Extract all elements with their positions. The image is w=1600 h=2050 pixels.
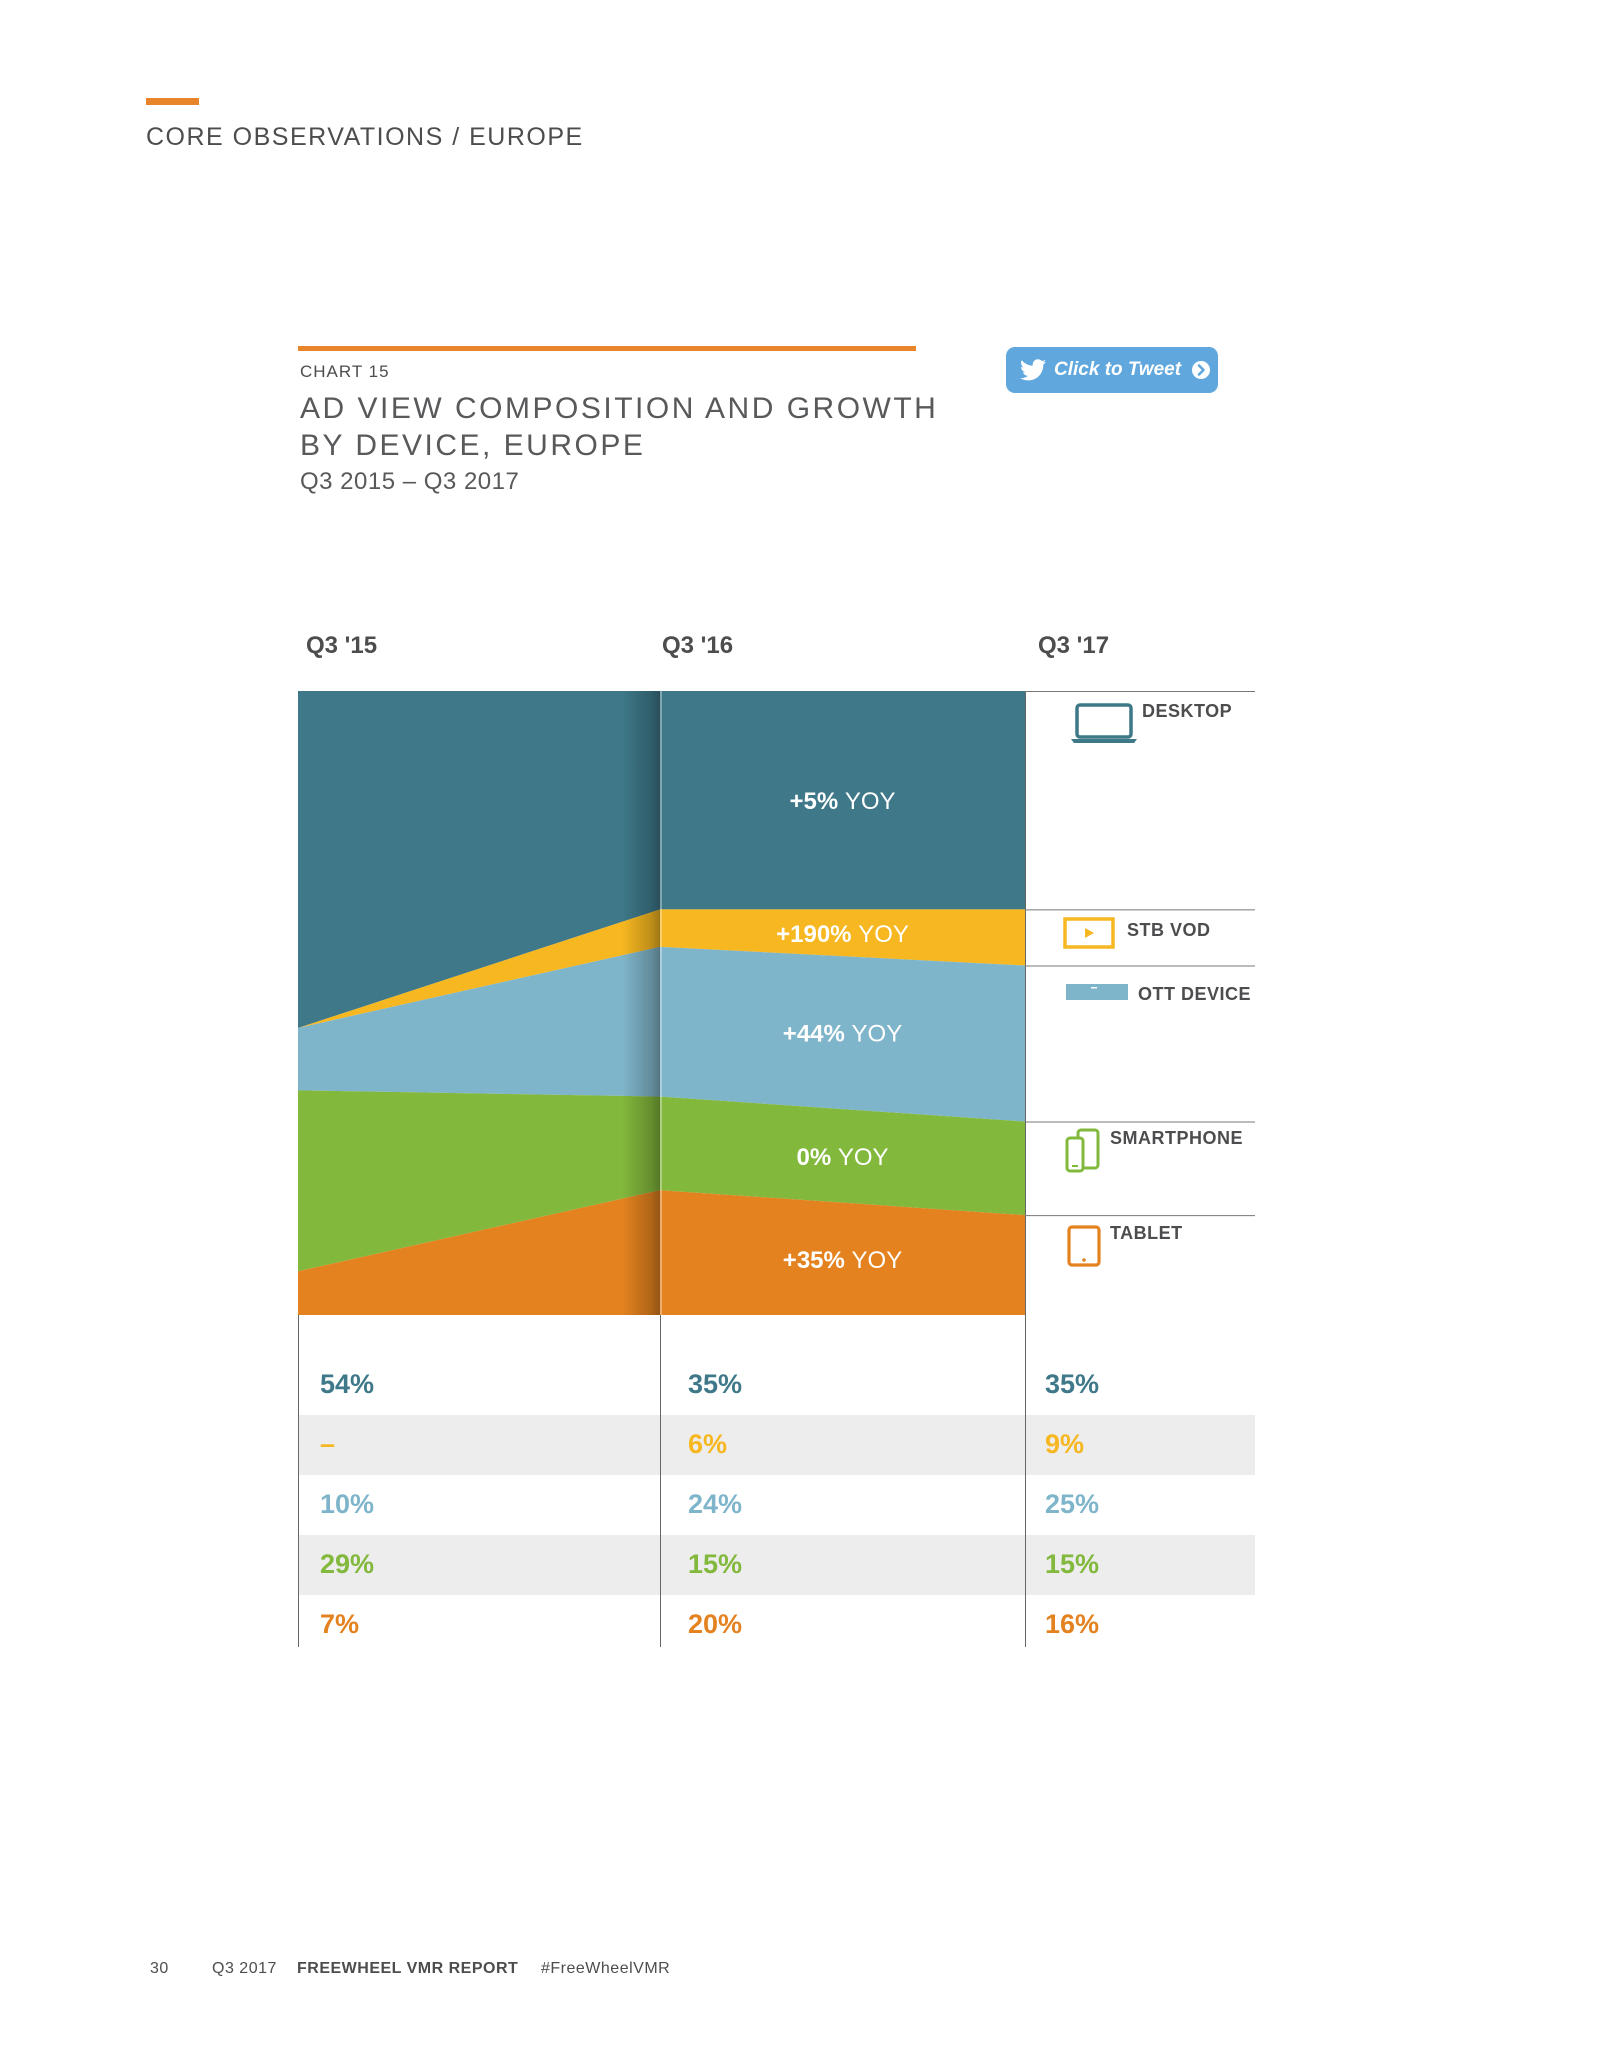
table-cell-tablet-0: 7% [320,1609,360,1639]
legend-label-ott_device: OTT DEVICE [1138,984,1252,1004]
section-title: CORE OBSERVATIONS / EUROPE [146,123,584,151]
table-row-shade-smartphone [298,1535,1255,1595]
tv-play-icon [1063,917,1115,954]
table-cell-desktop-2: 35% [1045,1369,1100,1399]
fold-shadow [622,691,660,1315]
column-header-q3-16: Q3 '16 [662,632,734,659]
table-cell-ott_device-1: 24% [688,1489,743,1519]
chart-title: AD VIEW COMPOSITION AND GROWTH BY DEVICE… [300,390,938,464]
ott-box-icon [1066,984,1128,1005]
area-desktop-q3-16-to-q3-17 [660,691,1025,910]
table-cell-ott_device-2: 25% [1045,1489,1100,1519]
area-tablet-q3-16-to-q3-17 [660,1190,1025,1315]
legend-label-stb_vod: STB VOD [1127,920,1211,940]
table-cell-stb_vod-1: 6% [688,1429,728,1459]
tablet-icon [1067,1225,1101,1272]
legend-label-desktop: DESKTOP [1142,701,1233,721]
table-cell-ott_device-0: 10% [320,1489,375,1519]
column-header-q3-17: Q3 '17 [1038,632,1110,659]
table-cell-smartphone-0: 29% [320,1549,375,1579]
yoy-label-smartphone: 0% YOY [796,1144,888,1171]
column-header-q3-15: Q3 '15 [306,632,378,659]
area-desktop-q3-15-to-q3-16 [298,691,660,1028]
table-cell-desktop-1: 35% [688,1369,743,1399]
area-ott_device-q3-16-to-q3-17 [660,946,1025,1122]
table-cell-stb_vod-2: 9% [1045,1429,1085,1459]
table-cell-tablet-1: 20% [688,1609,743,1639]
legend-label-tablet: TABLET [1110,1223,1183,1243]
yoy-label-tablet: +35% YOY [783,1247,902,1274]
area-tablet-q3-15-to-q3-16 [298,1190,660,1315]
chart-subtitle: Q3 2015 – Q3 2017 [300,468,520,495]
chart-title-line1: AD VIEW COMPOSITION AND GROWTH [300,392,939,425]
footer-report-name: FREEWHEEL VMR REPORT [297,1960,519,1977]
page-number: 30 [150,1960,169,1977]
table-cell-stb_vod-0: – [320,1429,336,1459]
yoy-label-desktop: +5% YOY [789,788,895,815]
yoy-label-ott_device: +44% YOY [783,1021,902,1048]
click-to-tweet-button[interactable]: Click to Tweet [1006,347,1218,393]
footer-period: Q3 2017 [212,1960,277,1977]
table-cell-smartphone-1: 15% [688,1549,743,1579]
chart-top-rule [298,346,916,351]
table-cell-smartphone-2: 15% [1045,1549,1100,1579]
arrow-circle-icon [1191,360,1211,380]
footer-hashtag: #FreeWheelVMR [541,1960,671,1977]
area-stb_vod-q3-15-to-q3-16 [298,909,660,1028]
legend-label-smartphone: SMARTPHONE [1110,1128,1244,1148]
area-smartphone-q3-16-to-q3-17 [660,1096,1025,1216]
table-cell-desktop-0: 54% [320,1369,375,1399]
area-smartphone-q3-15-to-q3-16 [298,1090,660,1272]
twitter-bird-icon [1020,359,1046,381]
chart-number: CHART 15 [300,362,390,381]
table-cell-tablet-2: 16% [1045,1609,1100,1639]
chart-title-line2: BY DEVICE, EUROPE [300,429,646,462]
smartphone-icon [1065,1128,1101,1179]
laptop-icon [1070,702,1138,749]
tweet-button-label: Click to Tweet [1054,359,1182,380]
table-row-shade-stb_vod [298,1415,1255,1475]
yoy-label-stb_vod: +190% YOY [776,921,909,948]
area-ott_device-q3-15-to-q3-16 [298,946,660,1097]
section-accent-bar [146,98,199,105]
